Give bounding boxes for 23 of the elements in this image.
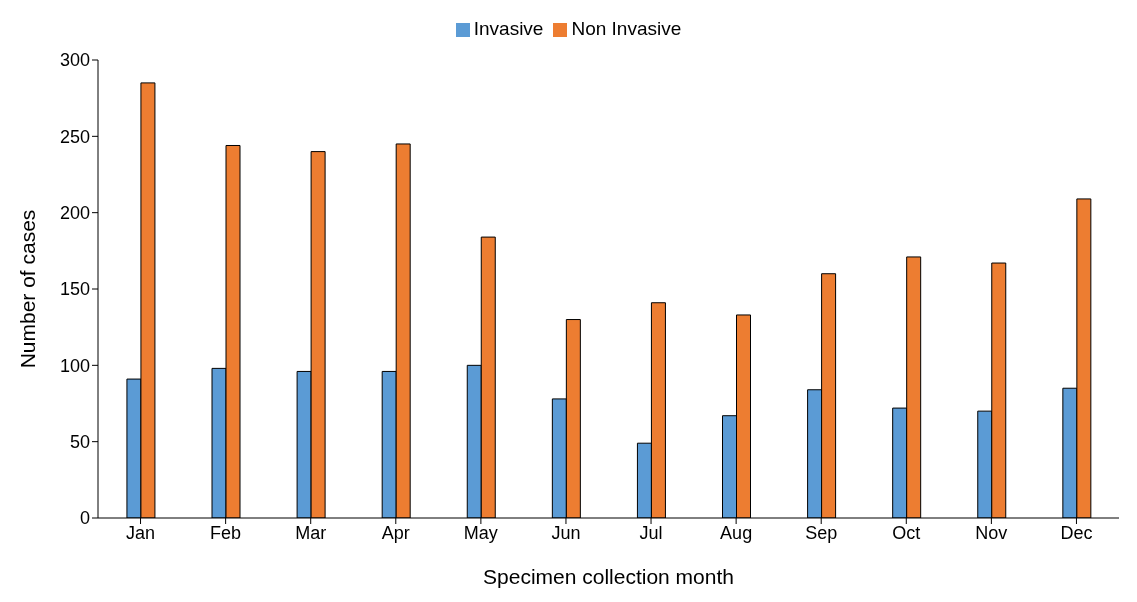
legend-label: Non Invasive — [571, 18, 682, 39]
x-tick-label: Dec — [1060, 522, 1093, 543]
x-tick-label: Nov — [975, 522, 1008, 543]
x-tick-label: Jul — [639, 522, 663, 543]
x-tick-label: Jun — [551, 522, 581, 543]
y-tick-label: 200 — [59, 203, 90, 224]
x-tick-label: Jan — [126, 522, 156, 543]
y-tick-label: 50 — [69, 432, 90, 453]
x-tick-label: Feb — [210, 522, 242, 543]
y-tick-label: 100 — [59, 355, 90, 376]
y-tick-label: 0 — [79, 508, 90, 529]
y-axis-title: Number of cases — [16, 209, 40, 369]
x-tick-label: Sep — [805, 522, 838, 543]
x-tick-label: Oct — [892, 522, 921, 543]
x-tick-label: Apr — [381, 522, 410, 543]
y-tick-label: 250 — [59, 126, 90, 147]
x-axis-title: Specimen collection month — [483, 565, 734, 588]
x-tick-label: Mar — [295, 522, 327, 543]
x-tick-label: May — [463, 522, 498, 543]
y-tick-label: 150 — [59, 279, 90, 300]
y-tick-label: 300 — [59, 50, 90, 71]
x-tick-label: Aug — [720, 522, 753, 543]
legend-label: Invasive — [473, 18, 544, 39]
